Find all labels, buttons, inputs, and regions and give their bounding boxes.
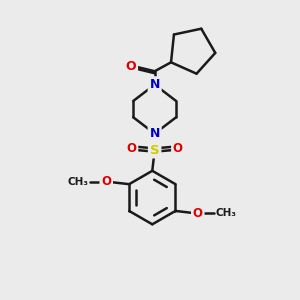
Text: O: O: [101, 175, 111, 188]
Text: N: N: [149, 127, 160, 140]
Text: N: N: [149, 78, 160, 91]
Text: O: O: [193, 207, 203, 220]
Text: S: S: [150, 143, 160, 157]
Text: CH₃: CH₃: [216, 208, 237, 218]
Text: O: O: [126, 60, 136, 73]
Text: O: O: [173, 142, 183, 155]
Text: CH₃: CH₃: [67, 177, 88, 187]
Text: O: O: [127, 142, 136, 155]
